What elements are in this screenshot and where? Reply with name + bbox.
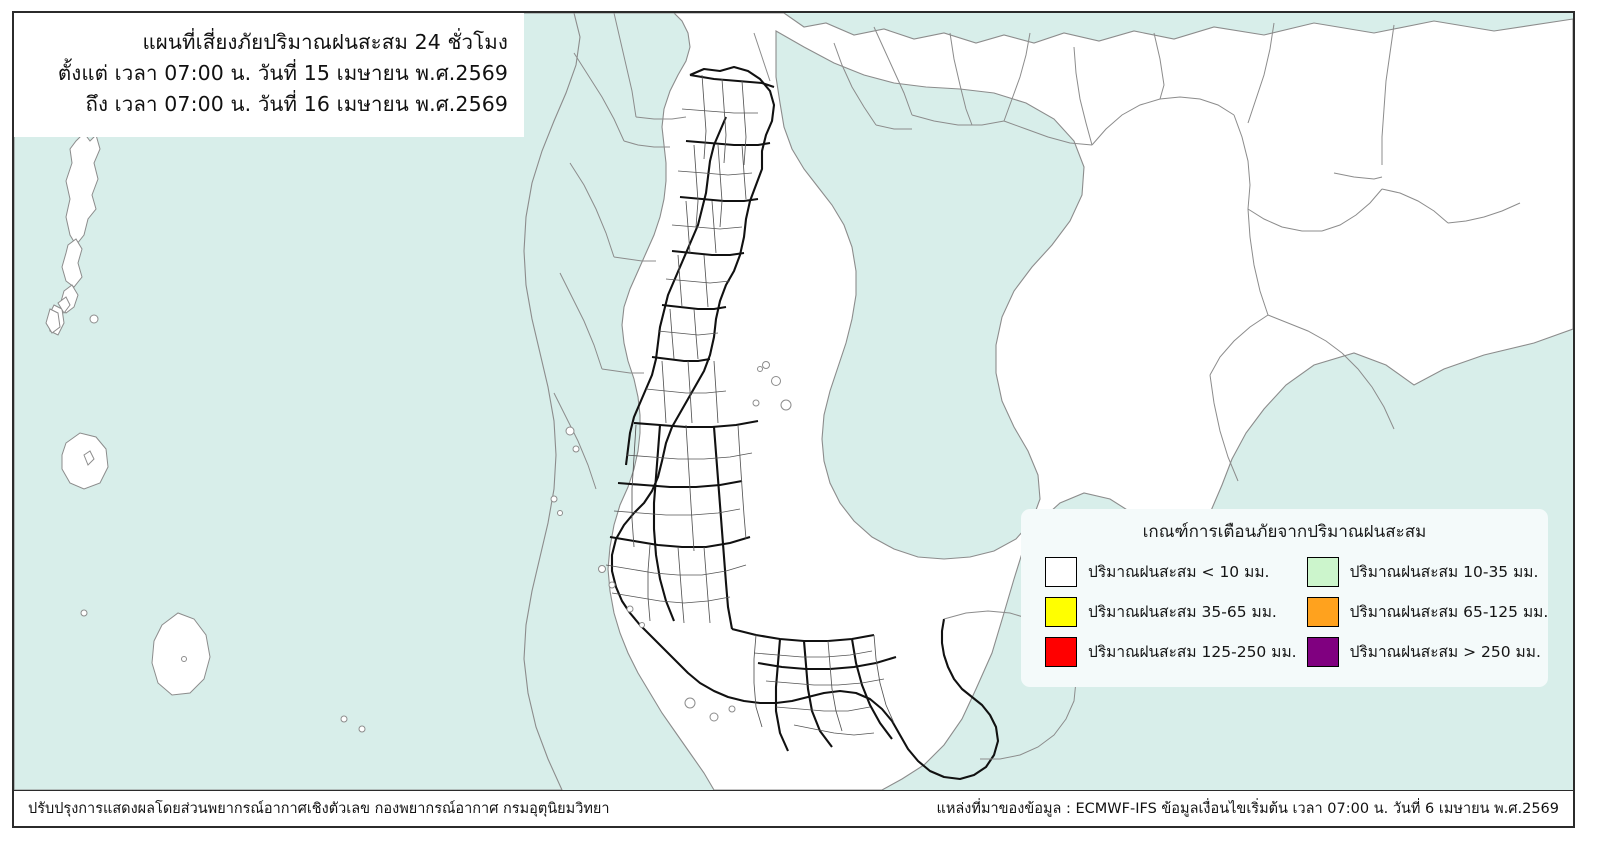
legend-label-35-65: ปริมาณฝนสะสม 35-65 มม. — [1088, 602, 1277, 621]
legend-item-125-250[interactable]: ปริมาณฝนสะสม 125-250 มม. — [1045, 632, 1297, 672]
title-line-1: แผนที่เสี่ยงภัยปริมาณฝนสะสม 24 ชั่วโมง — [142, 30, 508, 54]
legend-label-gt250: ปริมาณฝนสะสม > 250 มม. — [1349, 642, 1541, 661]
map-svg: .land { fill:#ffffff; stroke:#8c8c8c; st… — [14, 13, 1573, 790]
footer-bar: ปรับปรุงการแสดงผลโดยส่วนพยากรณ์อากาศเชิง… — [14, 790, 1573, 826]
legend-item-lt10[interactable]: ปริมาณฝนสะสม < 10 มม. — [1045, 552, 1297, 592]
title-line-2: ตั้งแต่ เวลา 07:00 น. วันที่ 15 เมษายน พ… — [57, 61, 508, 85]
legend-item-35-65[interactable]: ปริมาณฝนสะสม 35-65 มม. — [1045, 592, 1297, 632]
footer-data-source: แหล่งที่มาของข้อมูล : ECMWF-IFS ข้อมูลเง… — [936, 800, 1559, 817]
legend-item-gt250[interactable]: ปริมาณฝนสะสม > 250 มม. — [1306, 632, 1549, 672]
coastal-shaping — [14, 13, 581, 790]
legend-swatch-35-65 — [1045, 597, 1077, 627]
legend-panel: เกณฑ์การเตือนภัยจากปริมาณฝนสะสม ปริมาณฝน… — [1021, 509, 1548, 687]
legend-label-10-35: ปริมาณฝนสะสม 10-35 มม. — [1349, 562, 1539, 581]
legend-item-65-125[interactable]: ปริมาณฝนสะสม 65-125 มม. — [1306, 592, 1549, 632]
legend-item-10-35[interactable]: ปริมาณฝนสะสม 10-35 มม. — [1306, 552, 1549, 592]
legend-title: เกณฑ์การเตือนภัยจากปริมาณฝนสะสม — [1142, 522, 1427, 542]
legend-swatch-gt250 — [1306, 637, 1339, 667]
legend-swatch-125-250 — [1045, 637, 1077, 667]
footer-credit: ปรับปรุงการแสดงผลโดยส่วนพยากรณ์อากาศเชิง… — [28, 800, 610, 817]
gulf-of-thailand — [775, 30, 1085, 560]
legend-label-65-125: ปริมาณฝนสะสม 65-125 มม. — [1349, 602, 1549, 621]
legend-label-lt10: ปริมาณฝนสะสม < 10 มม. — [1088, 562, 1270, 581]
legend-swatch-65-125 — [1306, 597, 1339, 627]
legend-grid: ปริมาณฝนสะสม < 10 มม. ปริมาณฝนสะสม 10-35… — [1037, 552, 1548, 672]
legend-label-125-250: ปริมาณฝนสะสม 125-250 มม. — [1088, 642, 1297, 661]
map-frame: .land { fill:#ffffff; stroke:#8c8c8c; st… — [12, 11, 1575, 828]
coastal-islets — [550, 361, 792, 722]
map-title-box: แผนที่เสี่ยงภัยปริมาณฝนสะสม 24 ชั่วโมง ต… — [14, 13, 524, 137]
landmass-mainland — [14, 13, 1573, 790]
thai-district-boundaries — [605, 74, 895, 736]
foreign-boundaries — [553, 13, 1521, 490]
andaman-islands — [45, 132, 366, 733]
title-line-3: ถึง เวลา 07:00 น. วันที่ 16 เมษายน พ.ศ.2… — [85, 92, 508, 116]
legend-swatch-10-35 — [1306, 557, 1339, 587]
map-canvas[interactable]: .land { fill:#ffffff; stroke:#8c8c8c; st… — [14, 13, 1573, 790]
legend-swatch-lt10 — [1045, 557, 1077, 587]
